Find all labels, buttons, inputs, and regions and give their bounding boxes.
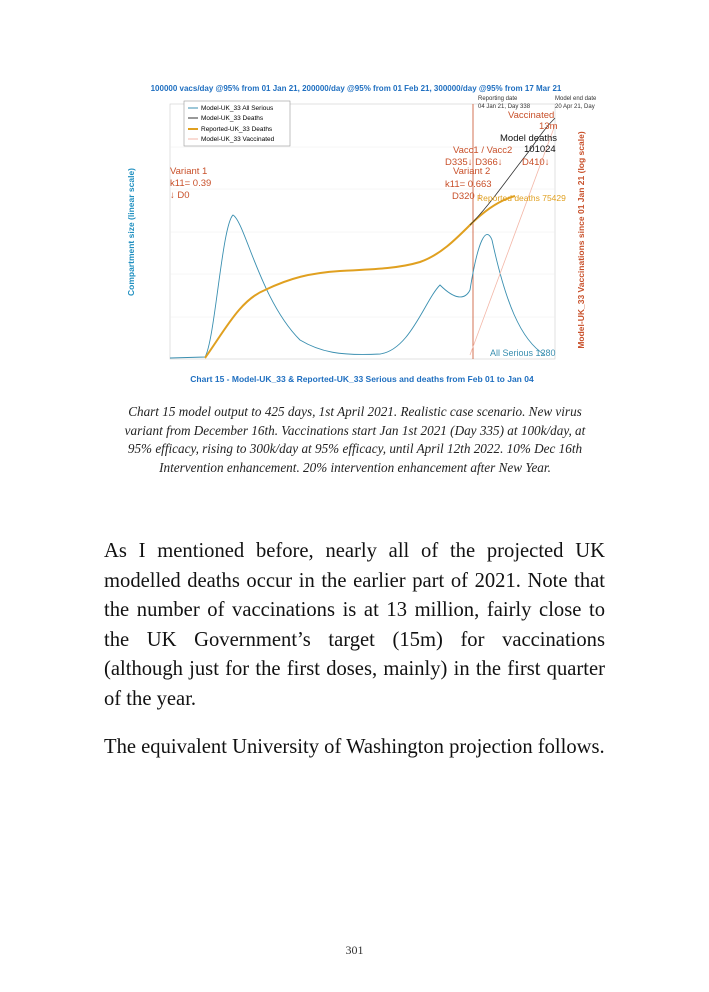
- figure: 100000 vacs/day @95% from 01 Jan 21, 200…: [126, 84, 597, 384]
- chart-title: Chart 15 - Model-UK_33 & Reported-UK_33 …: [190, 374, 534, 384]
- annotation: Variant 1: [170, 166, 207, 177]
- legend-box: [183, 100, 291, 147]
- annotation: k11= 0.39: [170, 178, 211, 189]
- page-number: 301: [345, 943, 364, 957]
- annotation: Vaccinated: [508, 110, 554, 121]
- annotation: 101024: [524, 144, 556, 155]
- annotation: ↓ D0: [170, 190, 190, 201]
- annotation: Reporting date: [478, 96, 518, 102]
- serious-curve: [169, 214, 546, 359]
- annotation: D410↓: [522, 157, 549, 168]
- reported-deaths-curve: [204, 195, 516, 359]
- annotation: Variant 2: [453, 166, 490, 177]
- legend-label: Model-UK_33 Vaccinated: [201, 136, 275, 143]
- paragraph: As I mentioned before, nearly all of the…: [104, 540, 605, 710]
- annotation: 20 Apr 21, Day: [555, 104, 595, 110]
- legend-label: Reported-UK_33 Deaths: [201, 126, 273, 133]
- legend-label: Model-UK_33 All Serious: [201, 105, 274, 112]
- legend-label: Model-UK_33 Deaths: [201, 115, 264, 122]
- figure-header: 100000 vacs/day @95% from 01 Jan 21, 200…: [151, 84, 562, 93]
- figure-caption: Chart 15 model output to 425 days, 1st A…: [124, 404, 586, 476]
- model-deaths-curve: [469, 117, 556, 226]
- annotation: D335↓ D366↓: [445, 157, 503, 168]
- annotation: D320 ↓: [452, 191, 482, 202]
- annotation: Model end date: [555, 96, 597, 102]
- vaccinated-curve: [469, 124, 556, 356]
- y2-axis-label: Model-UK_33 Vaccinations since 01 Jan 21…: [576, 131, 586, 348]
- annotation: Model deaths: [500, 133, 557, 144]
- annotation: Reported deaths 75429: [477, 193, 566, 203]
- plot-area: [169, 103, 556, 360]
- annotation: k11= 0.663: [445, 179, 492, 190]
- legend: Model-UK_33 All Serious Model-UK_33 Deat…: [183, 100, 291, 147]
- y-axis-label: Compartment size (linear scale): [126, 168, 136, 296]
- annotation: 13m: [539, 121, 558, 132]
- grid: [170, 146, 555, 318]
- annotation: 04 Jan 21, Day 338: [478, 104, 531, 110]
- annotation: All Serious 1280: [490, 348, 556, 358]
- paragraph: The equivalent University of Washington …: [104, 736, 605, 758]
- annotation: Vacc1 / Vacc2: [453, 145, 512, 156]
